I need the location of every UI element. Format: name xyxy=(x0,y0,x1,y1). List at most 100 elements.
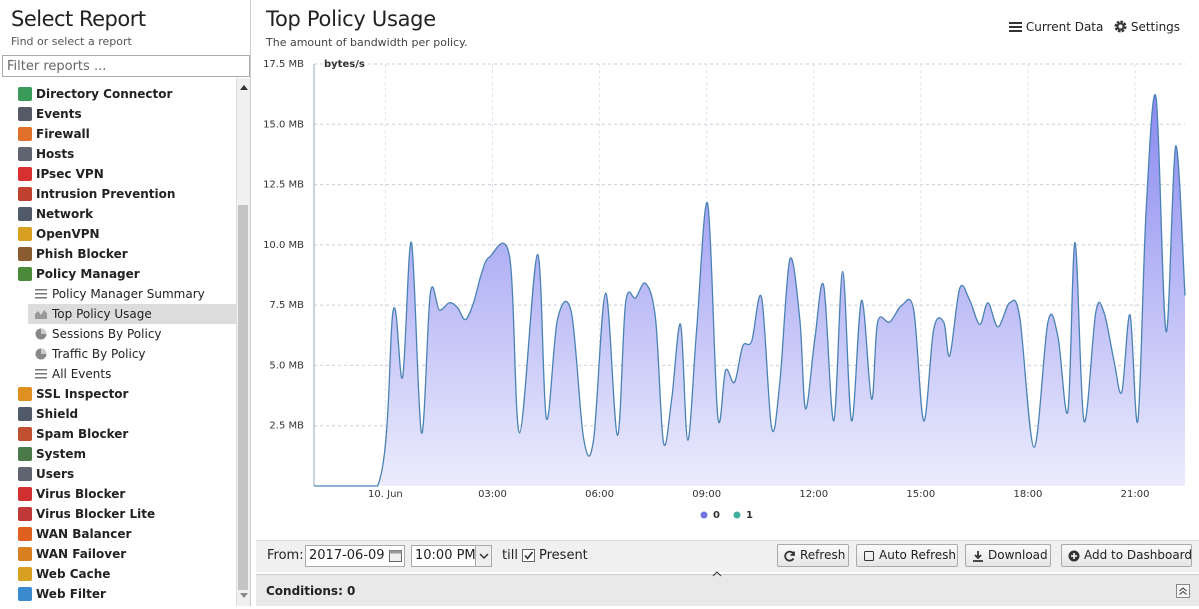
date-field[interactable]: 2017-06-09 xyxy=(305,545,405,567)
button-icon xyxy=(973,551,983,562)
icon-part xyxy=(35,377,47,379)
scroll-thumb[interactable] xyxy=(238,205,248,590)
toolbar-button[interactable]: Add to Dashboard xyxy=(1061,544,1192,567)
tree-label: Virus Blocker xyxy=(36,487,126,501)
button-icon xyxy=(784,550,795,562)
tree-label: IPsec VPN xyxy=(36,167,104,181)
child-icon xyxy=(35,289,47,299)
date-value: 2017-06-09 xyxy=(309,548,385,563)
tree-label: System xyxy=(36,447,86,461)
tree-item[interactable]: SSL Inspector xyxy=(0,384,236,404)
tree-icon xyxy=(18,447,32,461)
till-label: till xyxy=(502,548,518,563)
tree-item[interactable]: Directory Connector xyxy=(0,84,236,104)
expand-icon[interactable] xyxy=(1176,584,1190,598)
present-label: Present xyxy=(539,548,588,563)
tree-item[interactable]: Intrusion Prevention xyxy=(0,184,236,204)
time-field[interactable]: 10:00 PM xyxy=(411,545,492,567)
tree-item[interactable]: Virus Blocker Lite xyxy=(0,504,236,524)
tree-label: SSL Inspector xyxy=(36,387,129,401)
tree-icon xyxy=(18,587,32,601)
tree-label: Events xyxy=(36,107,82,121)
tree-item[interactable]: Events xyxy=(0,104,236,124)
icon-part xyxy=(41,328,47,334)
tree-item[interactable]: Web Filter xyxy=(0,584,236,604)
tree-item[interactable]: Firewall xyxy=(0,124,236,144)
tree-item[interactable]: OpenVPN xyxy=(0,224,236,244)
tree-item[interactable]: Virus Blocker xyxy=(0,484,236,504)
button-label: Add to Dashboard xyxy=(1084,548,1193,562)
icon-part xyxy=(973,551,983,562)
splitter-handle[interactable] xyxy=(711,571,723,577)
y-axis-label: bytes/s xyxy=(324,59,365,70)
icon-part xyxy=(864,551,874,561)
child-icon xyxy=(35,328,47,340)
tree-item[interactable]: Web Cache xyxy=(0,564,236,584)
tree-item[interactable]: Shield xyxy=(0,404,236,424)
y-tick-label: 5.0 MB xyxy=(269,360,304,371)
tree-item[interactable]: Users xyxy=(0,464,236,484)
tree-label: Spam Blocker xyxy=(36,427,129,441)
button-label: Refresh xyxy=(800,548,846,562)
settings-button[interactable]: Settings xyxy=(1114,20,1180,34)
legend-label: 1 xyxy=(746,510,753,521)
y-tick-label: 17.5 MB xyxy=(263,59,304,70)
tree-child[interactable]: Policy Manager Summary xyxy=(0,284,236,304)
button-icon xyxy=(864,551,874,561)
sidebar-title: Select Report xyxy=(11,7,146,31)
toolbar-button[interactable]: Refresh xyxy=(777,544,849,567)
tree-icon xyxy=(18,227,32,241)
icon-part xyxy=(35,289,47,291)
icon-part xyxy=(35,293,47,295)
tree-child[interactable]: All Events xyxy=(0,364,236,384)
icon-part xyxy=(35,369,47,371)
tree-label: Directory Connector xyxy=(36,87,173,101)
action-label: Current Data xyxy=(1025,20,1104,34)
action-label: Settings xyxy=(1130,20,1181,34)
tree-item[interactable]: WAN Balancer xyxy=(0,524,236,544)
tree-child[interactable]: Sessions By Policy xyxy=(0,324,236,344)
icon-part xyxy=(784,550,795,562)
conditions-bar[interactable]: Conditions: 0 xyxy=(256,571,1199,606)
tree-label: OpenVPN xyxy=(36,227,100,241)
tree-label: Policy Manager Summary xyxy=(52,287,205,301)
tree-icon xyxy=(18,87,32,101)
tree-item[interactable]: Network xyxy=(0,204,236,224)
tree-label: Network xyxy=(36,207,94,221)
x-tick-label: 18:00 xyxy=(1014,489,1043,500)
filter-input[interactable] xyxy=(2,55,250,77)
tree-item[interactable]: IPsec VPN xyxy=(0,164,236,184)
tree-label: Users xyxy=(36,467,75,481)
toolbar-button[interactable]: Download xyxy=(965,544,1051,567)
tree-item[interactable]: WAN Failover xyxy=(0,544,236,564)
child-icon xyxy=(35,348,47,360)
button-label: Download xyxy=(988,548,1048,562)
chart: 2.5 MB 5.0 MB 7.5 MB 10.0 MB 12.5 MB 15.0 MB 1… xyxy=(263,59,1186,521)
tree-label: Policy Manager xyxy=(36,267,140,281)
present-checkbox[interactable] xyxy=(522,549,535,562)
y-tick-label: 15.0 MB xyxy=(263,119,304,130)
tree-item[interactable]: Phish Blocker xyxy=(0,244,236,264)
button-icon xyxy=(1068,550,1080,562)
tree-label: Shield xyxy=(36,407,79,421)
tree-child[interactable]: Top Policy Usage xyxy=(28,304,236,324)
tree-label: Firewall xyxy=(36,127,90,141)
toolbar-button[interactable]: Auto Refresh xyxy=(856,544,958,567)
tree-child[interactable]: Traffic By Policy xyxy=(0,344,236,364)
legend-marker xyxy=(733,511,741,519)
tree-icon xyxy=(18,247,32,261)
tree-icon xyxy=(18,207,32,221)
tree-item[interactable]: System xyxy=(0,444,236,464)
area-fill xyxy=(314,94,1185,486)
tree-icon xyxy=(18,487,32,501)
current-data-button[interactable]: Current Data xyxy=(1009,20,1103,34)
tree-icon xyxy=(18,107,32,121)
tree-item[interactable]: Policy Manager xyxy=(0,264,236,284)
tree-icon xyxy=(18,267,32,281)
tree-item[interactable]: Spam Blocker xyxy=(0,424,236,444)
time-value: 10:00 PM xyxy=(415,548,476,563)
sidebar: Select Report Find or select a report Di… xyxy=(0,0,251,606)
tree-item[interactable]: Hosts xyxy=(0,144,236,164)
y-tick-label: 10.0 MB xyxy=(263,240,304,251)
